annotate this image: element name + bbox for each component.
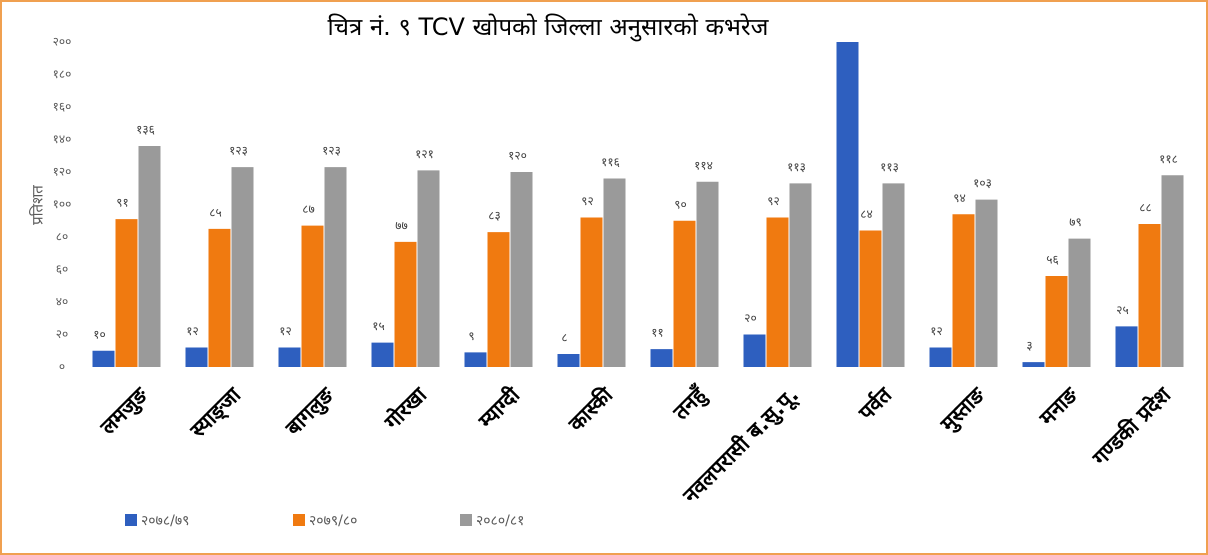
value-label: ११८: [1159, 152, 1178, 166]
value-label: ८७: [302, 202, 314, 216]
y-tick-label: १४०: [53, 132, 72, 146]
bar: [743, 334, 766, 367]
bar: [487, 232, 510, 367]
value-label: ११६: [601, 155, 620, 169]
y-tick-label: २००: [53, 35, 72, 49]
value-label: १०३: [973, 176, 992, 190]
value-label: ७७: [395, 218, 407, 232]
value-label: ११: [651, 326, 663, 340]
value-label: ९०: [674, 197, 686, 211]
value-label: ११३: [880, 160, 899, 174]
legend-swatch: [125, 514, 137, 526]
value-label: ७९: [1069, 215, 1081, 229]
bar: [1045, 276, 1068, 367]
bar: [952, 214, 975, 367]
bar: [696, 181, 719, 367]
value-label: १२३: [322, 144, 341, 158]
bar: [208, 228, 231, 367]
y-tick-label: १००: [53, 197, 72, 211]
value-label: ८८: [1139, 201, 1151, 215]
value-label: ९२: [581, 194, 593, 208]
bar: [138, 146, 161, 367]
value-label: ८: [561, 331, 567, 345]
bar: [231, 167, 254, 367]
bar: [464, 352, 487, 367]
value-label: १३६: [136, 123, 155, 137]
legend-label: २०८०/८१: [476, 513, 524, 529]
y-tick-label: ०: [59, 360, 65, 374]
bar: [417, 170, 440, 367]
value-label: ९: [468, 329, 474, 343]
value-label: ८५: [209, 205, 221, 219]
value-label: २०: [744, 311, 756, 325]
bar: [1022, 362, 1045, 367]
chart-title: चित्र नं. ९ TCV खोपको जिल्ला अनुसारको कभ…: [328, 13, 770, 42]
y-tick-label: १६०: [53, 100, 72, 114]
bar: [975, 199, 998, 367]
value-label: ५६: [1046, 253, 1058, 267]
bar: [929, 347, 952, 367]
y-tick-label: १८०: [53, 67, 72, 81]
legend-label: २०७९/८०: [309, 513, 357, 529]
value-label: ९१: [116, 196, 128, 210]
bar: [278, 347, 301, 367]
y-axis-label: प्रतिशत: [29, 185, 47, 225]
bar: [673, 220, 696, 367]
y-tick-label: २०: [56, 327, 68, 341]
bar: [1138, 224, 1161, 367]
value-label: ९४: [953, 191, 965, 205]
y-tick-label: ८०: [56, 230, 68, 244]
bar: [92, 350, 115, 367]
y-tick-label: ६०: [56, 262, 68, 276]
value-label: २५: [1116, 303, 1128, 317]
bar: [836, 42, 859, 367]
bar: [1068, 238, 1091, 367]
value-label: १२: [186, 324, 198, 338]
legend-swatch: [293, 514, 305, 526]
value-label: ९२: [767, 194, 779, 208]
bar: [1161, 175, 1184, 367]
bar: [394, 241, 417, 367]
legend-swatch: [460, 514, 472, 526]
bar: [1115, 326, 1138, 367]
bar: [650, 349, 673, 367]
value-label: ८३: [488, 209, 500, 223]
bar: [766, 217, 789, 367]
value-label: ३: [1026, 339, 1032, 353]
value-label: ११३: [787, 160, 806, 174]
value-label: ८४: [860, 207, 872, 221]
bar: [510, 172, 533, 367]
bar: [185, 347, 208, 367]
value-label: १२: [930, 324, 942, 338]
bar: [557, 354, 580, 367]
y-tick-label: १२०: [53, 165, 72, 179]
value-label: १५: [372, 319, 384, 333]
bar: [324, 167, 347, 367]
value-label: १२: [279, 324, 291, 338]
value-label: १२०: [508, 149, 527, 163]
bar: [882, 183, 905, 367]
value-label: १२१: [415, 147, 434, 161]
bar: [301, 225, 324, 367]
bar: [115, 219, 138, 367]
bar: [603, 178, 626, 367]
bar: [789, 183, 812, 367]
value-label: १०: [93, 327, 105, 341]
bar: [580, 217, 603, 367]
value-label: १२३: [229, 144, 248, 158]
legend-label: २०७८/७९: [141, 513, 189, 529]
bar: [371, 342, 394, 367]
bar: [859, 230, 882, 367]
value-label: ११४: [694, 158, 713, 172]
y-tick-label: ४०: [56, 295, 68, 309]
